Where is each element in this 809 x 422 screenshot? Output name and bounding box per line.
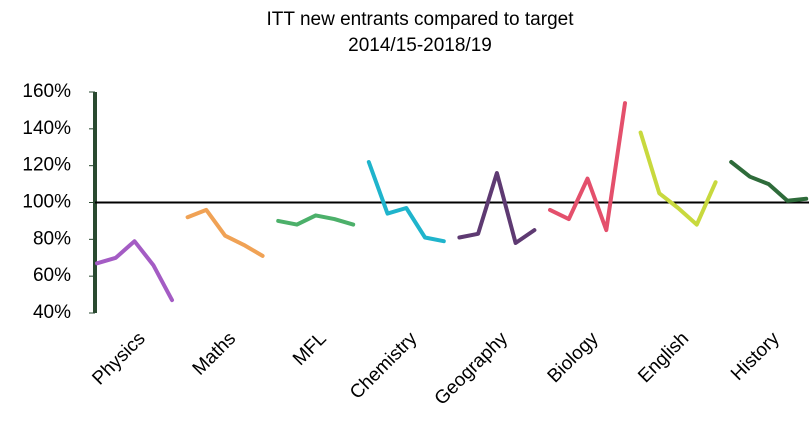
y-tick-label: 60% [33, 265, 71, 286]
x-tick-label: Biology [544, 328, 603, 387]
y-tick-label: 160% [22, 81, 71, 102]
line [276, 213, 356, 227]
x-tick-label: Chemistry [346, 328, 422, 404]
line [548, 101, 627, 233]
x-tick-label: History [727, 328, 784, 385]
line [95, 239, 174, 303]
x-tick-label: Maths [189, 328, 240, 379]
y-tick-label: 100% [22, 192, 71, 213]
x-tick-label: Geography [431, 328, 513, 410]
y-tick-label: 80% [33, 228, 71, 249]
line [457, 171, 537, 245]
chart-subtitle: 2014/15-2018/19 [348, 35, 492, 56]
line [729, 160, 809, 203]
x-tick-label: Physics [88, 328, 149, 389]
y-tick-label: 140% [22, 118, 71, 139]
line [366, 160, 446, 244]
x-tick-label: MFL [289, 328, 331, 370]
line [185, 207, 265, 258]
chart-title: ITT new entrants compared to target [267, 9, 575, 30]
x-tick-label: English [634, 328, 693, 387]
y-tick-label: 120% [22, 155, 71, 176]
y-tick-label: 40% [33, 302, 71, 323]
line [638, 130, 718, 227]
